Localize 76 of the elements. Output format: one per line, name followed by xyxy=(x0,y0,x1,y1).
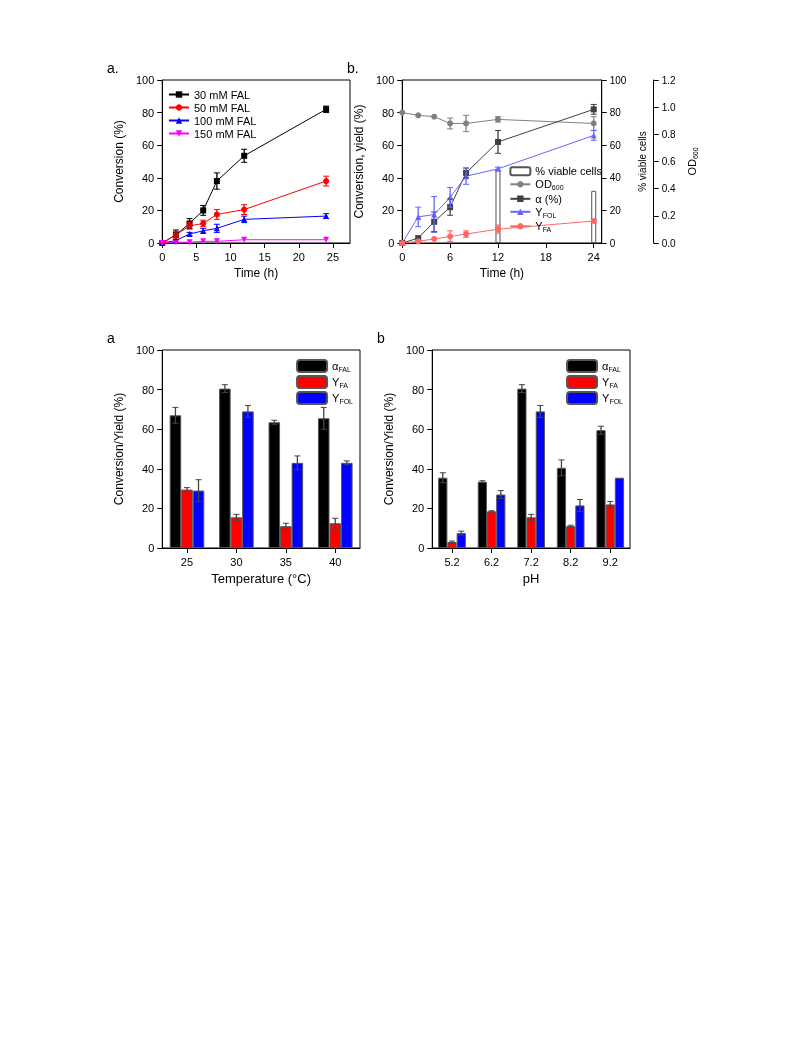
y-tick-label: 80 xyxy=(142,106,155,119)
y-tick-label: 60 xyxy=(142,139,155,152)
y2-tick-label: 60 xyxy=(609,139,622,151)
x-axis-title: Temperature (°C) xyxy=(211,570,312,586)
y-axis-title: Conversion/Yield (%) xyxy=(382,392,396,506)
y-tick-label: 0 xyxy=(388,237,395,249)
x-tick-label: 25 xyxy=(180,555,194,568)
y-tick-label: 60 xyxy=(142,423,155,436)
x-tick-label: 12 xyxy=(491,250,505,263)
y-tick-label: 40 xyxy=(142,462,155,475)
y-tick-label: 80 xyxy=(382,106,395,119)
x-tick-label: 6 xyxy=(447,250,454,263)
x-tick-label: 0 xyxy=(159,250,166,263)
x-axis-title: Time (h) xyxy=(479,265,525,280)
y-tick-label: 80 xyxy=(142,383,155,396)
x-tick-label: 5.2 xyxy=(444,555,460,568)
y-tick-label: 100 xyxy=(405,344,425,356)
y-tick-label: 40 xyxy=(142,171,155,184)
x-tick-label: 10 xyxy=(224,250,237,263)
x-tick-label: 7.2 xyxy=(523,555,539,568)
y3-tick-label: 0.6 xyxy=(661,156,677,167)
y-tick-label: 100 xyxy=(135,74,155,86)
text: b xyxy=(377,330,385,346)
legend-label: α (%) xyxy=(535,192,562,205)
x-tick-label: 35 xyxy=(279,555,292,568)
y2-tick-label: 0 xyxy=(609,237,616,249)
y-tick-label: 40 xyxy=(382,171,395,184)
x-tick-label: 24 xyxy=(587,250,600,263)
y3-tick-label: 0.4 xyxy=(661,183,677,195)
y2-tick-label: 40 xyxy=(609,172,622,184)
x-tick-label: 18 xyxy=(539,250,552,263)
y3-tick-label: 0.0 xyxy=(661,237,677,249)
y2-tick-label: 20 xyxy=(609,204,622,216)
y-tick-label: 80 xyxy=(412,383,425,396)
text: a. xyxy=(107,60,119,76)
x-tick-label: 30 xyxy=(230,555,243,568)
y-tick-label: 20 xyxy=(142,204,155,217)
y-tick-label: 0 xyxy=(148,542,155,554)
y-tick-label: 20 xyxy=(382,204,395,217)
legend-label: 150 mM FAL xyxy=(194,127,257,140)
x-tick-label: 5 xyxy=(193,250,200,263)
text: a xyxy=(107,330,115,346)
y-tick-label: 100 xyxy=(375,74,395,86)
y-axis-title: Conversion (%) xyxy=(112,120,126,203)
x-tick-label: 25 xyxy=(326,250,340,263)
legend-label: % viable cells xyxy=(535,165,603,178)
x-axis-title: pH xyxy=(522,570,540,586)
y2-tick-label: 100 xyxy=(609,74,627,86)
x-tick-label: 0 xyxy=(399,250,406,263)
text: b. xyxy=(347,60,359,76)
x-tick-label: 15 xyxy=(258,250,271,263)
y-tick-label: 40 xyxy=(412,462,425,475)
legend-label: 50 mM FAL xyxy=(194,101,251,114)
x-tick-label: 9.2 xyxy=(602,555,618,568)
y-tick-label: 0 xyxy=(418,542,425,554)
x-tick-label: 40 xyxy=(329,555,342,568)
y3-tick-label: 0.8 xyxy=(661,128,677,140)
x-tick-label: 6.2 xyxy=(483,555,500,568)
x-tick-label: 8.2 xyxy=(563,555,579,568)
y-axis-title: Conversion, yield (%) xyxy=(352,104,366,219)
y2-axis-title: % viable cells xyxy=(636,131,648,192)
y-tick-label: 20 xyxy=(412,502,425,515)
x-axis-title: Time (h) xyxy=(234,265,279,280)
y-tick-label: 100 xyxy=(135,344,155,356)
y3-tick-label: 1.2 xyxy=(661,74,677,86)
y3-tick-label: 1.0 xyxy=(661,101,677,113)
y-tick-label: 20 xyxy=(142,502,155,515)
y-tick-label: 60 xyxy=(382,139,395,152)
y-tick-label: 60 xyxy=(412,423,425,436)
legend-label: 100 mM FAL xyxy=(194,114,257,127)
y2-tick-label: 80 xyxy=(609,107,622,119)
y-axis-title: Conversion/Yield (%) xyxy=(112,392,126,506)
legend-label: 30 mM FAL xyxy=(194,88,251,101)
y-tick-label: 0 xyxy=(148,237,155,249)
x-tick-label: 20 xyxy=(292,250,305,263)
y3-tick-label: 0.2 xyxy=(661,210,677,222)
